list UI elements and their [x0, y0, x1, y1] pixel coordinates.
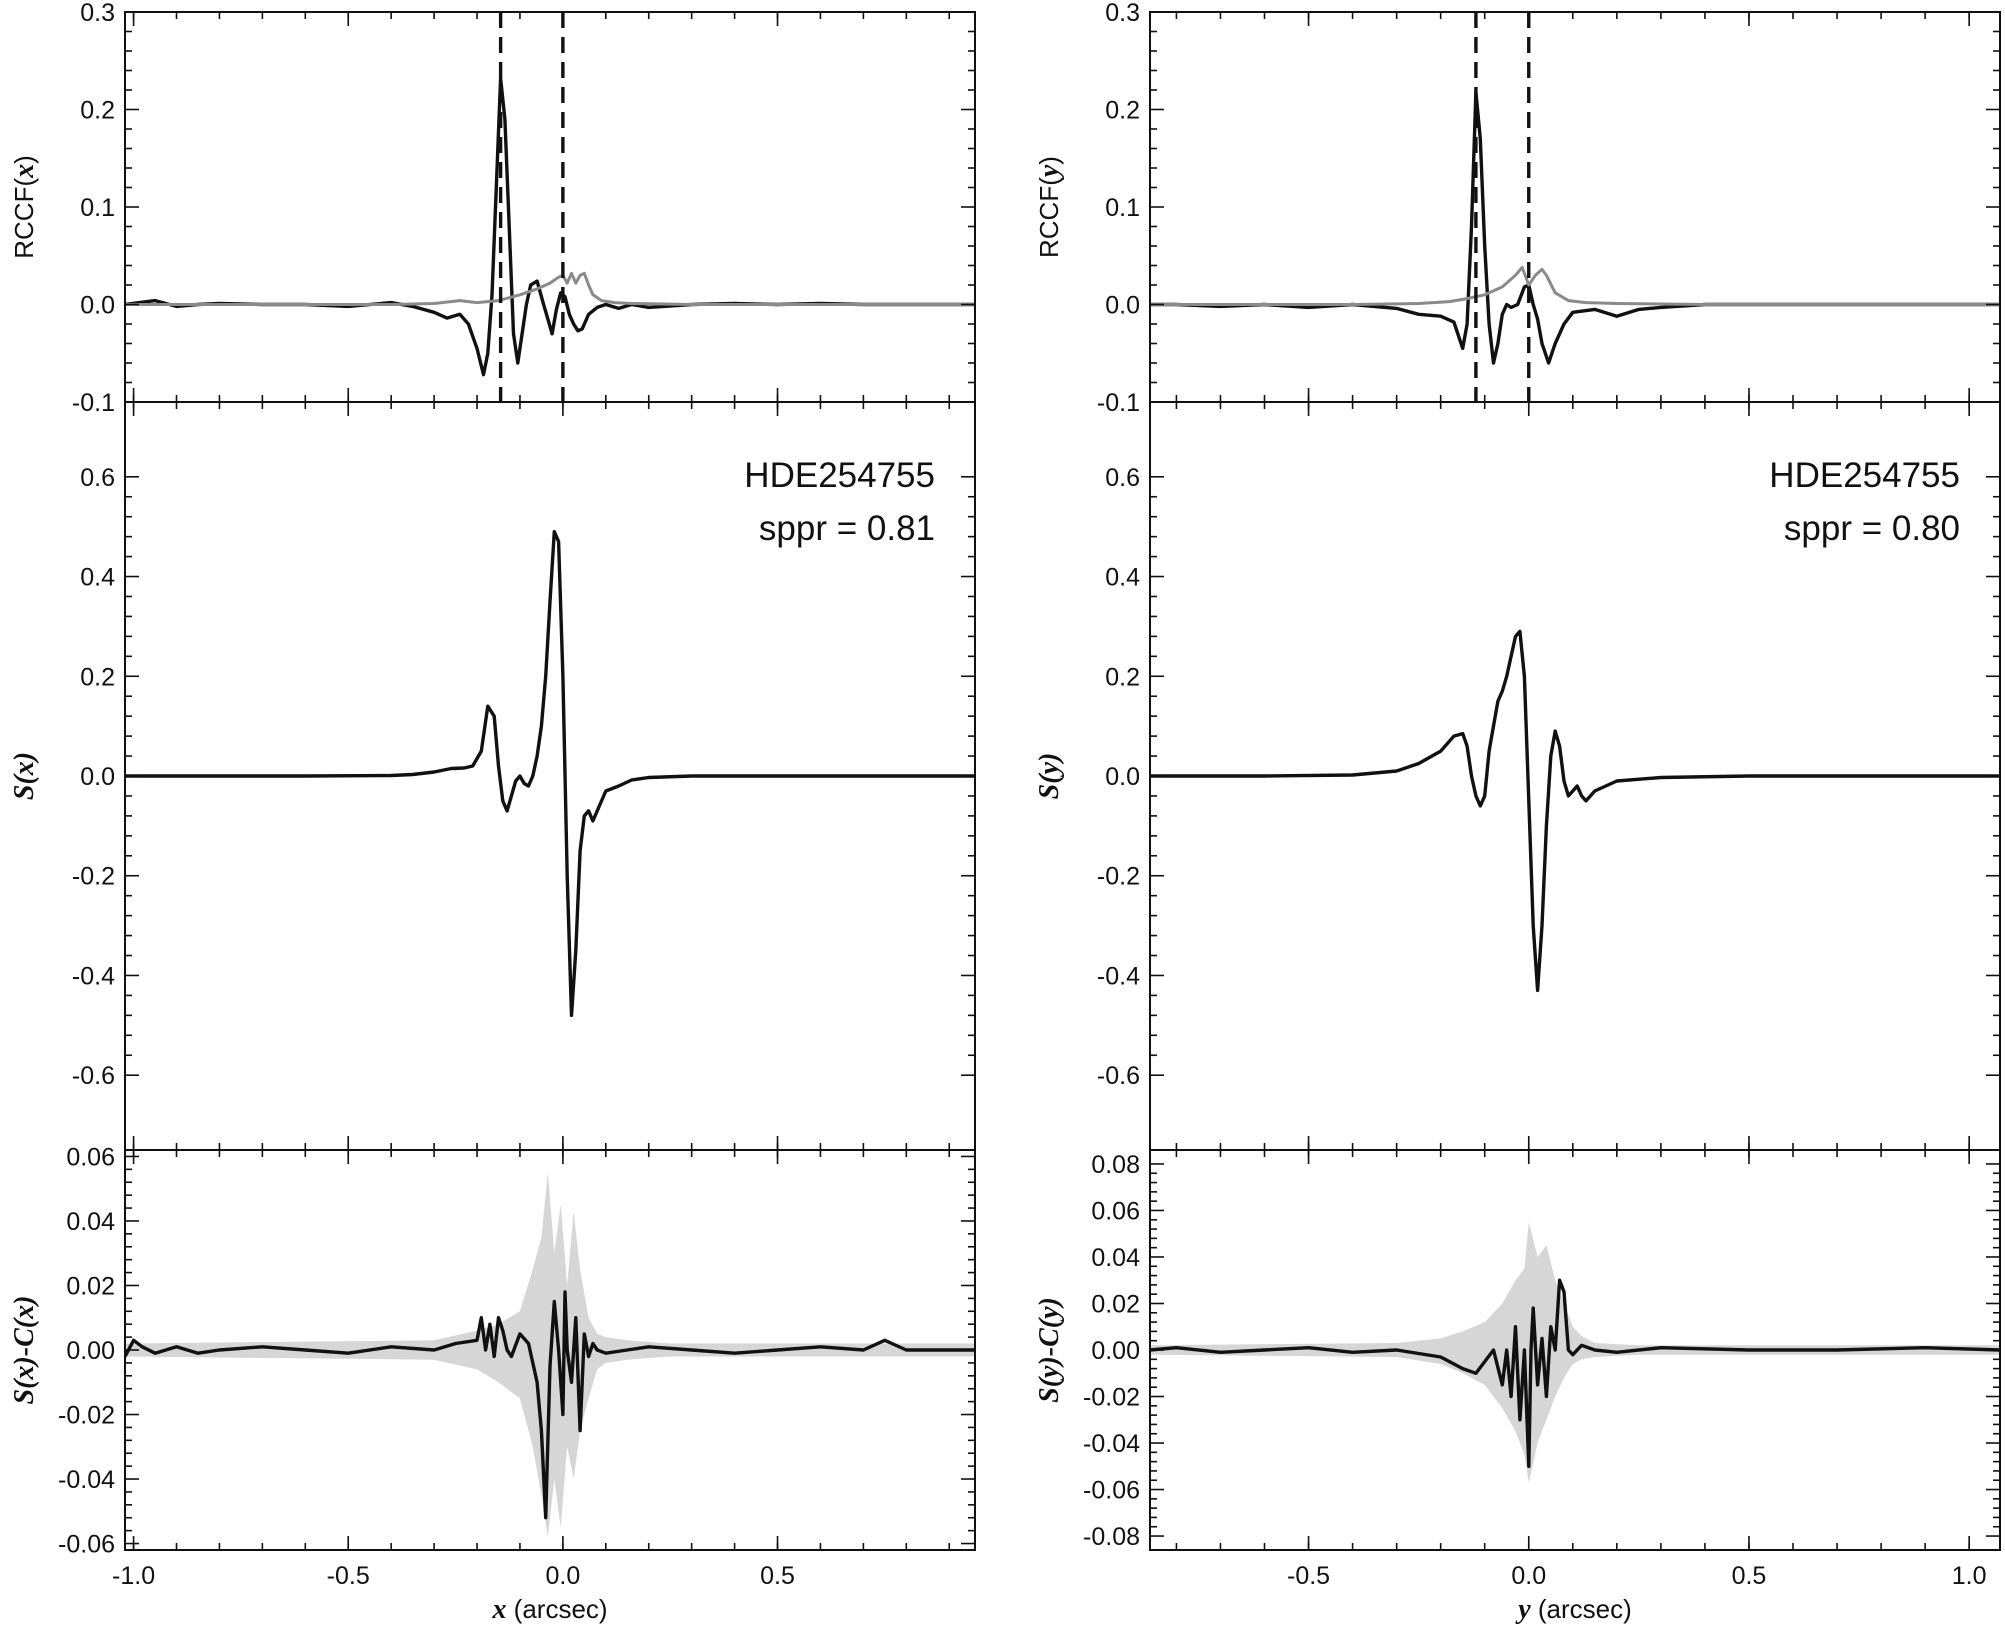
y-tick-label: 0.0: [1105, 292, 1140, 320]
series-line-gray: [1150, 265, 2000, 306]
y-tick-label: 0.04: [1091, 1244, 1140, 1272]
y-tick-label: -0.4: [72, 962, 115, 990]
x-axis-label: x (arcsec): [491, 1594, 607, 1625]
y-tick-label: 0.0: [1105, 763, 1140, 791]
y-tick-label: 0.3: [1105, 0, 1140, 27]
y-tick-label: 0.2: [1105, 663, 1140, 691]
x-tick-label: -0.5: [1287, 1562, 1330, 1590]
series-line-black: [1150, 629, 2000, 993]
y-tick-label: 0.0: [80, 763, 115, 791]
y-tick-label: -0.1: [72, 389, 115, 417]
x-tick-label: -0.5: [327, 1562, 370, 1590]
y-tick-label: -0.1: [1097, 389, 1140, 417]
y-tick-label: -0.06: [1083, 1477, 1140, 1505]
y-tick-label: 0.06: [66, 1143, 115, 1171]
x-axis-label: y (arcsec): [1515, 1594, 1632, 1625]
y-axis-label: S(x)-C(x): [9, 1296, 40, 1405]
sppr-annotation: sppr = 0.81: [759, 509, 935, 548]
plot-area: [1150, 629, 2000, 993]
plot-area: [1150, 1222, 2000, 1483]
series-line-gray: [125, 271, 975, 306]
y-tick-label: 0.00: [1091, 1337, 1140, 1365]
star-name-annotation: HDE254755: [1769, 456, 1960, 495]
panel-frame: [1149, 11, 2001, 403]
x-tick-label: 0.5: [1732, 1562, 1767, 1590]
y-tick-label: 0.0: [80, 292, 115, 320]
y-axis-label: S(x): [9, 752, 40, 800]
y-tick-label: -0.04: [1083, 1430, 1140, 1458]
x-tick-label: 0.0: [1511, 1562, 1546, 1590]
y-tick-label: 0.1: [1105, 194, 1140, 222]
chart-column-x: -0.1 0.0 0.1 0.2 0.3 RCCF(x) -0.6 -0.4 -0.2 0.0 0.…: [9, 0, 976, 1625]
plot-area: [125, 1172, 975, 1538]
y-tick-label: 0.2: [1105, 97, 1140, 125]
panel-middle-x: -0.6 -0.4 -0.2 0.0 0.2 0.4 0.6 S(x) HDE254755 spp…: [9, 401, 976, 1151]
y-axis-label: RCCF(x): [9, 155, 40, 259]
y-tick-label: 0.08: [1091, 1151, 1140, 1179]
sppr-annotation: sppr = 0.80: [1784, 509, 1960, 548]
panel-top-y: -0.1 0.0 0.1 0.2 0.3 RCCF(y): [1034, 0, 2001, 417]
y-tick-label: -0.2: [72, 863, 115, 891]
plot-area: [125, 530, 975, 1018]
y-tick-label: 0.2: [80, 97, 115, 125]
y-tick-label: 0.6: [1105, 464, 1140, 492]
plot-area: [1150, 12, 2000, 402]
y-axis-label: RCCF(y): [1034, 156, 1065, 258]
y-tick-label: 0.04: [66, 1208, 115, 1236]
y-tick-label: 0.6: [80, 464, 115, 492]
x-tick-label: 1.0: [1952, 1562, 1987, 1590]
x-tick-label: -1.0: [112, 1562, 155, 1590]
y-axis-label: S(y)-C(y): [1034, 1297, 1065, 1403]
y-tick-label: 0.4: [80, 564, 115, 592]
y-tick-label: -0.02: [58, 1402, 115, 1430]
y-axis-label: S(y): [1034, 753, 1065, 800]
plot-area: [125, 12, 975, 402]
y-tick-label: -0.06: [58, 1531, 115, 1559]
y-tick-label: 0.1: [80, 194, 115, 222]
series-line-black: [125, 530, 975, 1018]
chart-column-y: -0.1 0.0 0.1 0.2 0.3 RCCF(y) -0.6 -0.4 -0.2 0.0 0.…: [1034, 0, 2001, 1625]
panel-bottom-y: -0.08 -0.06 -0.04 -0.02 0.00 0.02 0.04 0.06 0.08…: [1034, 1149, 2001, 1551]
y-tick-label: -0.02: [1083, 1384, 1140, 1412]
series-line-black: [1150, 90, 2000, 365]
y-tick-label: -0.2: [1097, 863, 1140, 891]
y-tick-label: -0.6: [72, 1062, 115, 1090]
x-tick-label: 0.5: [760, 1562, 795, 1590]
y-tick-label: 0.4: [1105, 564, 1140, 592]
y-tick-label: 0.00: [66, 1337, 115, 1365]
series-line-black: [1150, 1278, 2000, 1468]
star-name-annotation: HDE254755: [744, 456, 935, 495]
y-tick-label: 0.02: [66, 1272, 115, 1300]
x-tick-label: 0.0: [545, 1562, 580, 1590]
panel-middle-y: -0.6 -0.4 -0.2 0.0 0.2 0.4 0.6 S(y) HDE254755 spp…: [1034, 401, 2001, 1151]
y-tick-label: 0.3: [80, 0, 115, 27]
panel-top-x: -0.1 0.0 0.1 0.2 0.3 RCCF(x): [9, 0, 976, 417]
y-tick-label: -0.08: [1083, 1523, 1140, 1551]
y-tick-label: -0.6: [1097, 1062, 1140, 1090]
series-line-black: [125, 1290, 975, 1520]
y-tick-label: 0.2: [80, 663, 115, 691]
y-tick-label: -0.04: [58, 1466, 115, 1494]
series-line-black: [125, 76, 975, 377]
panel-frame: [124, 11, 976, 403]
y-tick-label: -0.4: [1097, 962, 1140, 990]
panel-bottom-x: -0.06 -0.04 -0.02 0.00 0.02 0.04 0.06 S(x)-C(x): [9, 1143, 976, 1559]
y-tick-label: 0.02: [1091, 1290, 1140, 1318]
y-tick-label: 0.06: [1091, 1197, 1140, 1225]
